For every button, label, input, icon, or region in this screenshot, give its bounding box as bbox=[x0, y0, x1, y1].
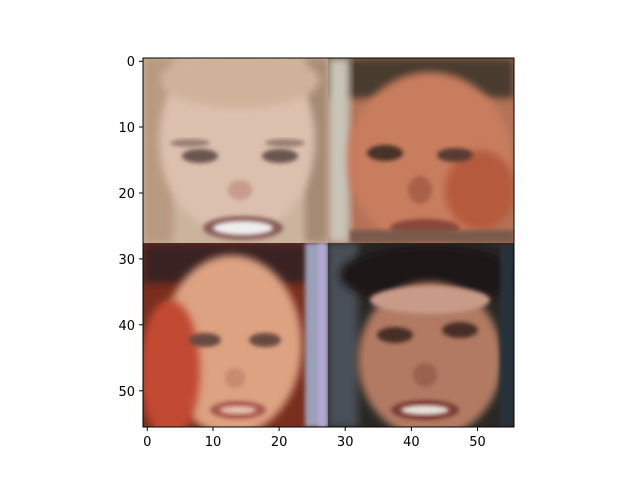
axes-frame bbox=[142, 57, 515, 428]
x-axis: 0 10 20 30 40 50 bbox=[143, 427, 486, 450]
x-tick-label: 40 bbox=[403, 435, 420, 450]
y-tick-label: 30 bbox=[118, 253, 135, 268]
y-tick-label: 10 bbox=[118, 121, 135, 136]
y-tick-label: 20 bbox=[118, 187, 135, 202]
x-tick-label: 20 bbox=[271, 435, 288, 450]
x-tick-label: 50 bbox=[469, 435, 486, 450]
bottom-right-face bbox=[328, 243, 514, 427]
y-tick-label: 50 bbox=[118, 385, 135, 400]
x-tick-label: 30 bbox=[337, 435, 354, 450]
face-grid-image bbox=[143, 58, 514, 427]
top-left-face bbox=[143, 58, 328, 243]
bottom-left-face bbox=[143, 243, 328, 427]
x-tick-label: 0 bbox=[143, 435, 151, 450]
y-tick-label: 0 bbox=[127, 55, 135, 70]
x-tick-label: 10 bbox=[205, 435, 222, 450]
top-right-face bbox=[328, 58, 514, 243]
y-tick-label: 40 bbox=[118, 319, 135, 334]
y-axis: 0 10 20 30 40 50 bbox=[118, 55, 143, 400]
